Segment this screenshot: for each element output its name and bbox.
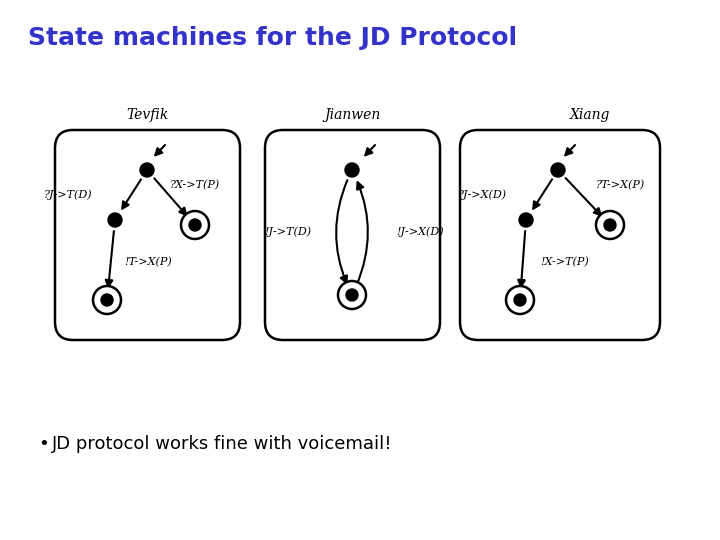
Text: Tevfik: Tevfik	[126, 108, 168, 122]
Text: ?X->T(P): ?X->T(P)	[170, 180, 220, 190]
Circle shape	[604, 219, 616, 231]
Circle shape	[338, 281, 366, 309]
Circle shape	[506, 286, 534, 314]
Text: !J->X(D): !J->X(D)	[396, 227, 444, 237]
Text: ?J->X(D): ?J->X(D)	[457, 190, 507, 200]
Text: ?T->X(P): ?T->X(P)	[595, 180, 644, 190]
Text: •: •	[38, 435, 49, 453]
Circle shape	[93, 286, 121, 314]
Text: JD protocol works fine with voicemail!: JD protocol works fine with voicemail!	[52, 435, 392, 453]
Circle shape	[101, 294, 113, 306]
Circle shape	[181, 211, 209, 239]
Text: Xiang: Xiang	[570, 108, 610, 122]
Text: !J->T(D): !J->T(D)	[264, 227, 312, 237]
Circle shape	[596, 211, 624, 239]
Circle shape	[189, 219, 201, 231]
Circle shape	[346, 289, 358, 301]
Circle shape	[140, 163, 154, 177]
Text: Jianwen: Jianwen	[324, 108, 380, 122]
Circle shape	[345, 163, 359, 177]
Circle shape	[519, 213, 533, 227]
FancyBboxPatch shape	[460, 130, 660, 340]
Text: ?J->T(D): ?J->T(D)	[44, 190, 92, 200]
Circle shape	[551, 163, 565, 177]
FancyBboxPatch shape	[55, 130, 240, 340]
FancyBboxPatch shape	[265, 130, 440, 340]
Circle shape	[514, 294, 526, 306]
Text: !X->T(P): !X->T(P)	[541, 257, 590, 267]
Circle shape	[108, 213, 122, 227]
Text: State machines for the JD Protocol: State machines for the JD Protocol	[28, 26, 517, 50]
Text: !T->X(P): !T->X(P)	[124, 257, 172, 267]
